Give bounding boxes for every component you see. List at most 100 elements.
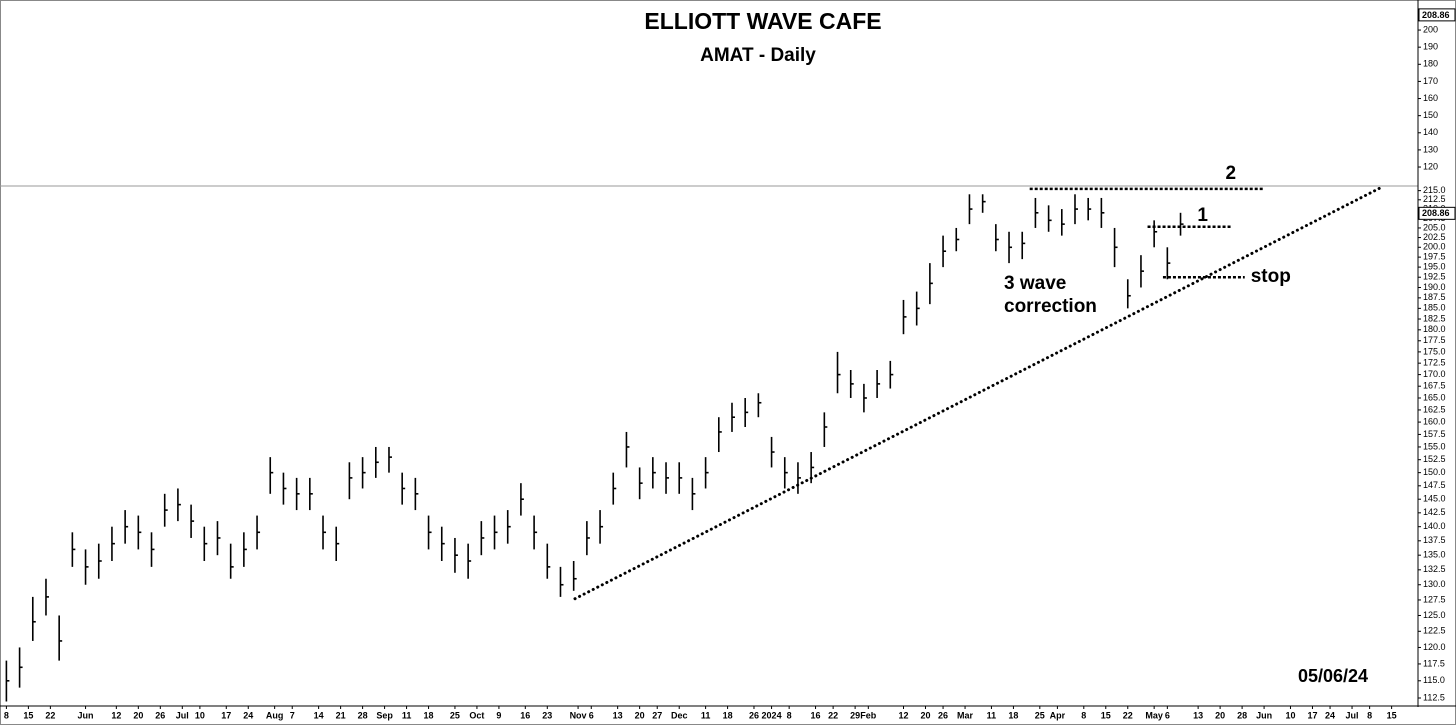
x-tick-label: 11 — [701, 710, 711, 720]
x-tick-label: 6 — [1165, 710, 1170, 720]
x-tick-label: 20 — [1215, 710, 1225, 720]
x-tick-label: 25 — [450, 710, 460, 720]
y-tick-label: 160 — [1423, 93, 1438, 103]
x-tick-label: 20 — [920, 710, 930, 720]
y-tick-label: 160.0 — [1423, 416, 1446, 426]
x-tick-label: 20 — [133, 710, 143, 720]
x-tick-label: Jun — [1256, 710, 1272, 720]
x-tick-label: 9 — [496, 710, 501, 720]
x-tick-label: 22 — [45, 710, 55, 720]
x-tick-label: 8 — [4, 710, 9, 720]
x-tick-label: 16 — [811, 710, 821, 720]
y-tick-label: 205.0 — [1423, 222, 1446, 232]
x-tick-label: Nov — [570, 710, 587, 720]
y-tick-label: 155.0 — [1423, 441, 1446, 451]
x-tick-label: 22 — [828, 710, 838, 720]
x-tick-label: Feb — [860, 710, 877, 720]
x-tick-label: Aug — [266, 710, 284, 720]
y-tick-label: 115.0 — [1423, 675, 1445, 685]
x-tick-label: 20 — [635, 710, 645, 720]
x-tick-label: 25 — [1035, 710, 1045, 720]
y-tick-label: 190.0 — [1423, 282, 1446, 292]
y-tick-label: 190 — [1423, 42, 1438, 52]
x-tick-label: 7 — [290, 710, 295, 720]
y-tick-label: 167.5 — [1423, 381, 1446, 391]
x-tick-label: 12 — [111, 710, 121, 720]
y-tick-label: 135.0 — [1423, 550, 1446, 560]
x-tick-label: 24 — [1325, 710, 1335, 720]
y-tick-label: 192.5 — [1423, 272, 1446, 282]
y-tick-label: 130 — [1423, 144, 1438, 154]
x-tick-label: 17 — [1307, 710, 1317, 720]
y-tick-label: 152.5 — [1423, 454, 1446, 464]
x-tick-label: 18 — [1008, 710, 1018, 720]
level-label: stop — [1251, 266, 1291, 287]
y-tick-label: 182.5 — [1423, 313, 1446, 323]
y-tick-label: 162.5 — [1423, 404, 1446, 414]
x-tick-label: 13 — [1193, 710, 1203, 720]
x-tick-label: 21 — [336, 710, 346, 720]
y-tick-label: 117.5 — [1423, 658, 1445, 668]
y-tick-label: 120.0 — [1423, 642, 1446, 652]
x-tick-label: 8 — [787, 710, 792, 720]
x-tick-label: 11 — [402, 710, 412, 720]
x-tick-label: 18 — [424, 710, 434, 720]
y-tick-label: 202.5 — [1423, 232, 1446, 242]
y-tick-label: 120 — [1423, 161, 1438, 171]
x-tick-label: 12 — [898, 710, 908, 720]
y-tick-label: 187.5 — [1423, 292, 1446, 302]
y-tick-label: 150 — [1423, 110, 1438, 120]
y-tick-label: 165.0 — [1423, 392, 1446, 402]
x-tick-label: Jul — [1346, 710, 1359, 720]
x-tick-label: 15 — [23, 710, 33, 720]
y-tick-label: 195.0 — [1423, 261, 1446, 271]
y-tick-label: 130.0 — [1423, 579, 1446, 589]
last-value-label: 208.86 — [1422, 10, 1450, 20]
date-label: 05/06/24 — [1298, 666, 1368, 686]
x-tick-label: 17 — [221, 710, 231, 720]
chart-subtitle: AMAT - Daily — [700, 45, 816, 66]
y-tick-label: 127.5 — [1423, 594, 1446, 604]
y-tick-label: 125.0 — [1423, 610, 1446, 620]
annotation: correction — [1004, 296, 1097, 317]
level-label: 1 — [1197, 205, 1208, 226]
y-tick-label: 140.0 — [1423, 521, 1446, 531]
x-tick-label: 28 — [358, 710, 368, 720]
x-tick-label: 26 — [749, 710, 759, 720]
y-tick-label: 175.0 — [1423, 346, 1446, 356]
x-tick-label: 15 — [1101, 710, 1111, 720]
y-tick-label: 142.5 — [1423, 507, 1446, 517]
y-tick-label: 180.0 — [1423, 324, 1446, 334]
y-tick-label: 132.5 — [1423, 564, 1446, 574]
last-value-box — [1418, 206, 1456, 220]
x-tick-label: 10 — [195, 710, 205, 720]
annotation: 3 wave — [1004, 273, 1066, 294]
y-tick-label: 215.0 — [1423, 185, 1446, 195]
x-tick-label: 14 — [314, 710, 324, 720]
y-tick-label: 145.0 — [1423, 494, 1446, 504]
x-tick-label: 26 — [938, 710, 948, 720]
x-tick-label: 15 — [1387, 710, 1397, 720]
y-tick-label: 122.5 — [1423, 626, 1446, 636]
y-tick-label: 170 — [1423, 76, 1438, 86]
y-tick-label: 112.5 — [1423, 692, 1445, 702]
x-tick-label: Jun — [78, 710, 94, 720]
x-tick-label: Sep — [376, 710, 393, 720]
x-tick-label: Apr — [1050, 710, 1066, 720]
y-tick-label: 150.0 — [1423, 467, 1446, 477]
x-tick-label: 26 — [155, 710, 165, 720]
x-tick-label: 13 — [613, 710, 623, 720]
x-tick-label: 16 — [520, 710, 530, 720]
level-label: 2 — [1225, 163, 1236, 184]
y-tick-label: 185.0 — [1423, 303, 1446, 313]
y-tick-label: 180 — [1423, 59, 1438, 69]
last-value-label: 208.86 — [1422, 208, 1450, 218]
y-tick-label: 177.5 — [1423, 335, 1446, 345]
y-tick-label: 170.0 — [1423, 369, 1446, 379]
x-tick-label: 11 — [987, 710, 997, 720]
trendline — [573, 186, 1383, 601]
x-tick-label: Dec — [671, 710, 688, 720]
